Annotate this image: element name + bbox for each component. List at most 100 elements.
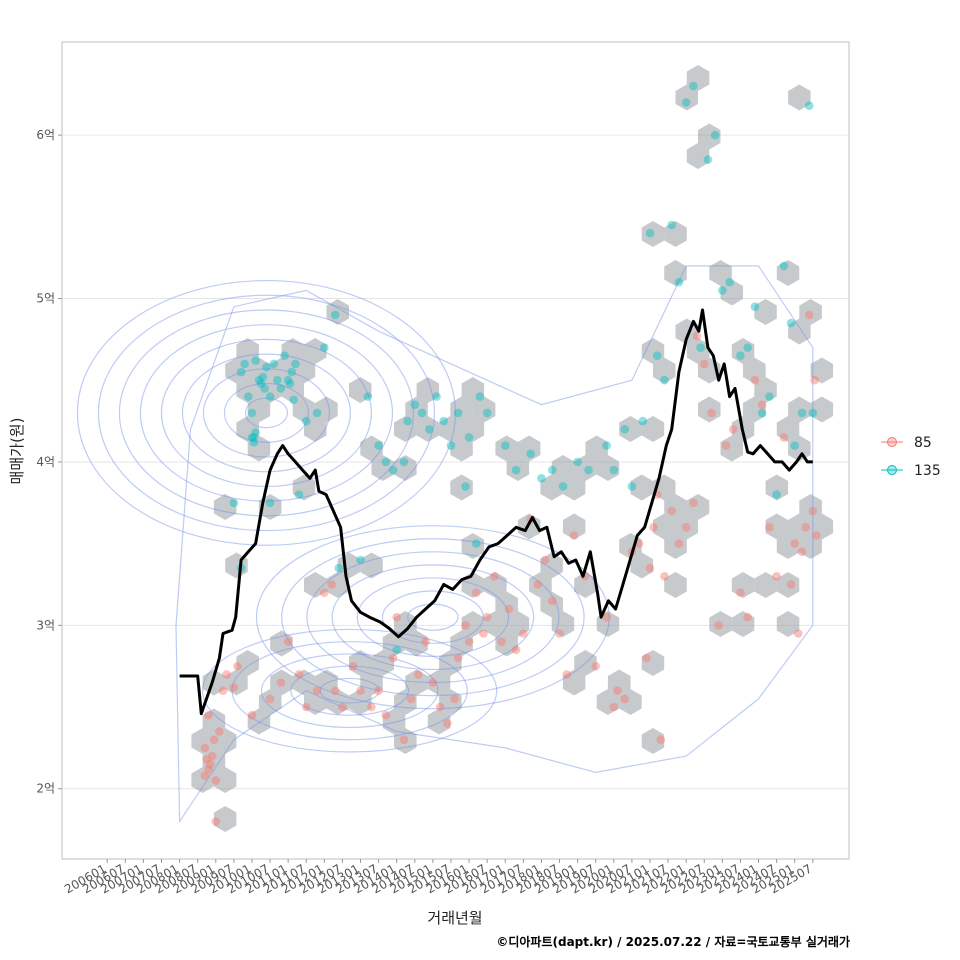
hex-bin	[439, 416, 462, 442]
data-point-85	[294, 670, 304, 679]
data-point-85	[649, 523, 658, 532]
y-tick-label: 4억	[36, 455, 55, 469]
data-point-85	[801, 523, 810, 532]
data-point-135	[320, 343, 329, 352]
data-point-85	[700, 359, 709, 369]
data-point-135	[251, 428, 260, 437]
hex-bin	[281, 338, 304, 364]
data-point-85	[765, 523, 774, 532]
data-point-85	[609, 702, 619, 712]
data-point-85	[421, 637, 430, 646]
data-point-135	[501, 441, 510, 450]
density-contour	[139, 324, 394, 502]
data-point-135	[260, 384, 269, 393]
hex-bin	[461, 611, 485, 637]
hex-bin	[765, 513, 789, 540]
data-point-135	[236, 367, 246, 377]
hex-bin	[743, 357, 766, 384]
data-point-85	[645, 563, 655, 573]
data-point-135	[660, 375, 669, 385]
hex-bin	[416, 416, 440, 442]
hex-bin	[270, 669, 293, 696]
data-point-135	[403, 416, 412, 426]
hex-bin	[304, 572, 327, 598]
data-point-135	[229, 498, 239, 508]
hex-bin	[596, 689, 620, 715]
hex-bin	[439, 650, 462, 676]
hex-bin	[382, 708, 406, 735]
hex-bin	[484, 611, 507, 637]
data-point-85	[519, 629, 528, 638]
data-point-135	[269, 359, 279, 369]
hex-bin	[326, 689, 349, 715]
data-point-135	[283, 375, 293, 385]
data-point-85	[338, 702, 347, 712]
data-point-85	[202, 755, 211, 764]
data-point-85	[797, 547, 807, 557]
hex-bin	[596, 455, 620, 481]
hex-bin	[731, 572, 755, 598]
data-point-85	[540, 555, 550, 565]
hex-bin	[810, 396, 834, 423]
density-contour	[381, 590, 484, 644]
hex-bin	[371, 650, 394, 676]
hex-bin	[664, 572, 687, 598]
hex-bin	[709, 260, 732, 286]
data-point-135	[280, 351, 289, 361]
hex-bin	[450, 630, 473, 657]
data-point-85	[211, 776, 221, 785]
hex-bin	[675, 84, 698, 111]
hex-bin	[472, 396, 496, 423]
hex-bin	[202, 747, 226, 774]
hex-bin	[360, 669, 383, 696]
data-point-135	[254, 375, 264, 385]
hex-bin	[225, 669, 248, 696]
data-point-85	[620, 694, 629, 704]
data-point-135	[609, 465, 619, 475]
data-point-135	[652, 351, 662, 361]
y-tick-label: 2억	[36, 782, 55, 796]
data-point-135	[251, 356, 260, 365]
data-point-85	[786, 580, 796, 589]
hex-bin	[281, 377, 304, 403]
hex-bin	[202, 708, 226, 735]
hex-bin	[551, 455, 575, 481]
data-point-135	[249, 438, 259, 447]
data-point-135	[247, 433, 257, 442]
density-contour	[281, 538, 585, 697]
y-tick-label: 3억	[36, 618, 55, 632]
hex-bin	[799, 533, 822, 559]
data-point-135	[689, 81, 698, 91]
density-contour	[244, 397, 289, 429]
data-point-85	[674, 539, 684, 548]
data-point-85	[804, 310, 814, 320]
hex-bin	[191, 767, 214, 793]
hex-bin	[270, 357, 293, 384]
hex-bin	[225, 357, 248, 384]
data-point-85	[721, 441, 731, 450]
data-point-135	[392, 645, 402, 655]
data-point-135	[757, 408, 767, 418]
density-contour	[290, 665, 410, 716]
data-point-135	[482, 408, 492, 418]
data-point-135	[417, 408, 427, 418]
data-point-85	[613, 686, 622, 695]
data-point-85	[548, 596, 557, 606]
density-contour	[255, 525, 610, 710]
data-point-135	[808, 408, 818, 418]
density-contour	[356, 577, 510, 657]
legend: 85 135	[881, 435, 941, 479]
hex-bin	[506, 455, 530, 481]
data-point-85	[660, 572, 669, 581]
data-point-135	[399, 457, 409, 467]
hex-bin	[641, 338, 665, 364]
data-point-135	[772, 490, 781, 499]
data-point-135	[289, 395, 298, 405]
data-point-85	[692, 331, 702, 341]
data-point-135	[558, 482, 568, 491]
hex-bin	[461, 377, 485, 403]
hex-bin	[743, 396, 766, 423]
x-axis-ticks: 2006012006072007012007072008012008072009…	[62, 859, 814, 897]
data-point-135	[265, 498, 275, 508]
data-point-85	[204, 710, 213, 720]
